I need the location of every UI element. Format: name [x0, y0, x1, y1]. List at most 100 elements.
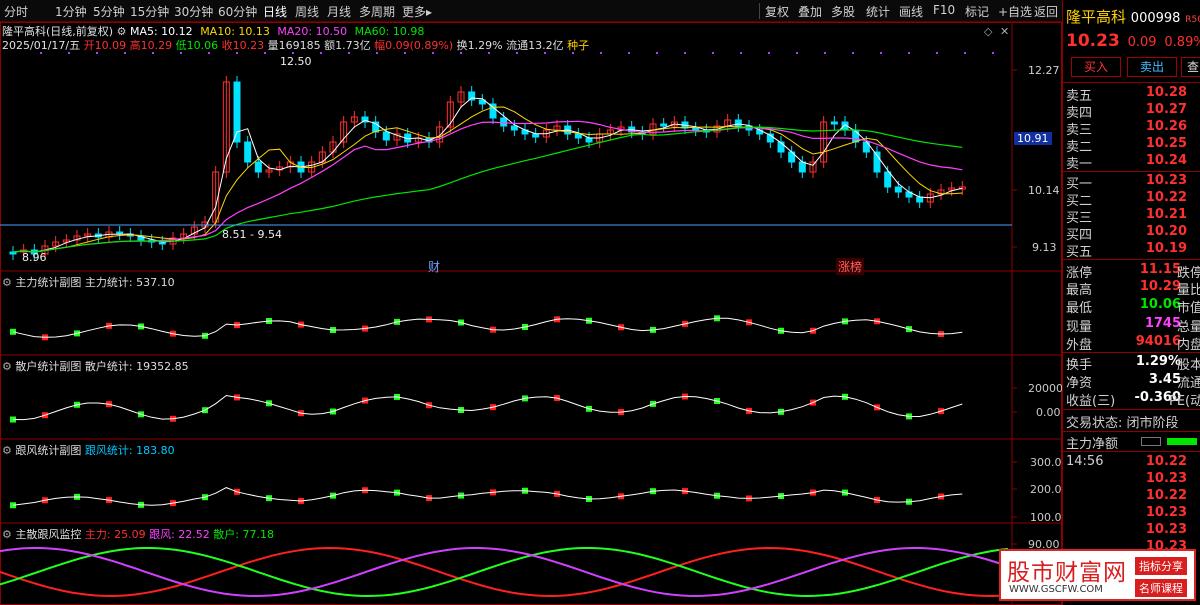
- candle-body: [84, 233, 92, 237]
- ask-row[interactable]: 卖二 10.25: [1066, 136, 1187, 155]
- stats-button[interactable]: 统计: [866, 5, 891, 19]
- toolbar-divider: [759, 3, 760, 19]
- signal-dot: [516, 52, 518, 54]
- candle-body: [830, 121, 838, 125]
- signal-dot: [460, 52, 462, 54]
- ma60-line: [12, 126, 963, 253]
- amount-value: 1.73亿: [335, 39, 371, 52]
- candle-body: [116, 231, 124, 235]
- candle-body: [692, 127, 700, 131]
- ask-row[interactable]: 卖四 10.27: [1066, 102, 1187, 121]
- divider: [1063, 409, 1200, 410]
- signal-dot: [768, 52, 770, 54]
- tf-15min[interactable]: 15分钟: [130, 5, 170, 19]
- add-watchlist-button[interactable]: +自选: [998, 5, 1033, 19]
- ask-row[interactable]: 卖五 10.28: [1066, 85, 1187, 104]
- overlay-button[interactable]: 叠加: [798, 5, 823, 19]
- mark-button[interactable]: 标记: [965, 5, 990, 19]
- multi-stock-button[interactable]: 多股: [831, 5, 856, 19]
- ask-row[interactable]: 卖三 10.26: [1066, 119, 1187, 138]
- zhangbang-marker[interactable]: 涨榜: [836, 258, 865, 275]
- sanhu-panel-title: 散户统计副图: [15, 360, 82, 373]
- candle-body: [489, 103, 497, 119]
- tf-multi[interactable]: 多周期: [359, 5, 396, 19]
- signal-dot: [964, 52, 966, 54]
- price-change-pct: 0.89%: [1164, 35, 1200, 50]
- candle-body: [190, 226, 198, 235]
- tf-1min[interactable]: 1分钟: [55, 5, 87, 19]
- candle-body: [660, 123, 668, 127]
- tf-30min[interactable]: 30分钟: [174, 5, 214, 19]
- genfeng-axis-label: 200.0: [1030, 483, 1062, 496]
- candle-body: [244, 141, 252, 163]
- ma5-value: MA5: 10.12: [129, 25, 193, 38]
- candle-body: [393, 133, 401, 141]
- tick-row: 10.23: [1145, 471, 1187, 486]
- buy-button[interactable]: 买入: [1071, 57, 1121, 77]
- candle-body: [62, 239, 70, 243]
- checkbox-icon[interactable]: [1141, 437, 1161, 446]
- settings-icon[interactable]: ⚙: [116, 25, 127, 38]
- candle-body: [777, 141, 785, 153]
- sell-button[interactable]: 卖出: [1127, 57, 1177, 77]
- stat-row: 净资 3.45 流通: [1066, 372, 1200, 391]
- signal-dot: [208, 52, 210, 54]
- monitor-axis-label: 90.00: [1028, 538, 1060, 551]
- tf-5min[interactable]: 5分钟: [93, 5, 125, 19]
- f10-button[interactable]: F10: [933, 3, 956, 17]
- logo-url: WWW.GSCFW.COM: [1009, 584, 1103, 595]
- tf-weekly[interactable]: 周线: [295, 5, 320, 19]
- signal-dot: [600, 52, 602, 54]
- candle-body: [809, 161, 817, 173]
- tf-more[interactable]: 更多▸: [402, 5, 433, 19]
- signal-dot: [684, 52, 686, 54]
- candle-body: [574, 133, 582, 139]
- sanhu-panel-header: ⚙ 散户统计副图 散户统计: 19352.85: [2, 358, 189, 374]
- bid-row[interactable]: 买二 10.22: [1066, 190, 1187, 209]
- panel-settings-icon[interactable]: ⚙: [2, 276, 12, 289]
- bid-row[interactable]: 买五 10.19: [1066, 241, 1187, 260]
- fuquan-button[interactable]: 复权: [765, 5, 790, 19]
- query-button[interactable]: 查: [1181, 57, 1200, 77]
- signal-dot: [488, 52, 490, 54]
- sanhu-axis-label: 0.00: [1036, 406, 1061, 419]
- panel-settings-icon[interactable]: ⚙: [2, 360, 12, 373]
- ma20-value: MA20: 10.50: [277, 25, 348, 38]
- candle-body: [820, 121, 828, 163]
- signal-dot: [152, 52, 154, 54]
- tf-60min[interactable]: 60分钟: [218, 5, 258, 19]
- candle-body: [372, 121, 380, 133]
- candle-body: [734, 119, 742, 127]
- genfeng-axis-label: 300.0: [1030, 456, 1062, 469]
- bid-row[interactable]: 买四 10.20: [1066, 224, 1187, 243]
- signal-dot: [908, 52, 910, 54]
- ask-row[interactable]: 卖一 10.24: [1066, 153, 1187, 172]
- chart-title: 隆平高科(日线,前复权): [2, 25, 114, 38]
- stat-row: 现量 1745 总量: [1066, 316, 1200, 335]
- cai-marker[interactable]: 财: [428, 260, 441, 274]
- ma20-line: [12, 120, 963, 253]
- bid-row[interactable]: 买三 10.21: [1066, 207, 1187, 226]
- diamond-icon[interactable]: ◇: [984, 25, 993, 38]
- bid-row[interactable]: 买一 10.23: [1066, 173, 1187, 192]
- price-axis-label: 9.13: [1032, 241, 1057, 254]
- panel-settings-icon[interactable]: ⚙: [2, 444, 12, 457]
- tick-row: 14:56 10.22: [1066, 454, 1187, 469]
- signal-dot: [852, 52, 854, 54]
- genfeng-value: 跟风统计: 183.80: [84, 444, 175, 457]
- panel-settings-icon[interactable]: ⚙: [2, 528, 12, 541]
- back-button[interactable]: 返回: [1034, 5, 1059, 19]
- open-value: 10.09: [94, 39, 127, 52]
- low-annotation: 8.96: [22, 251, 47, 264]
- candle-body: [340, 121, 348, 143]
- monitor-sanhu-line: [0, 547, 1009, 598]
- tf-monthly[interactable]: 月线: [327, 5, 352, 19]
- tf-fenshi[interactable]: 分时: [4, 5, 29, 19]
- candle-body: [585, 137, 593, 143]
- chart-area[interactable]: 隆平高科(日线,前复权) ⚙ MA5: 10.12 MA10: 10.13 MA…: [0, 22, 1063, 605]
- signal-dot: [96, 52, 98, 54]
- tf-daily[interactable]: 日线: [263, 5, 288, 19]
- draw-line-button[interactable]: 画线: [899, 5, 924, 19]
- kline-chart-canvas[interactable]: [0, 22, 1062, 605]
- close-icon[interactable]: ✕: [1000, 25, 1010, 38]
